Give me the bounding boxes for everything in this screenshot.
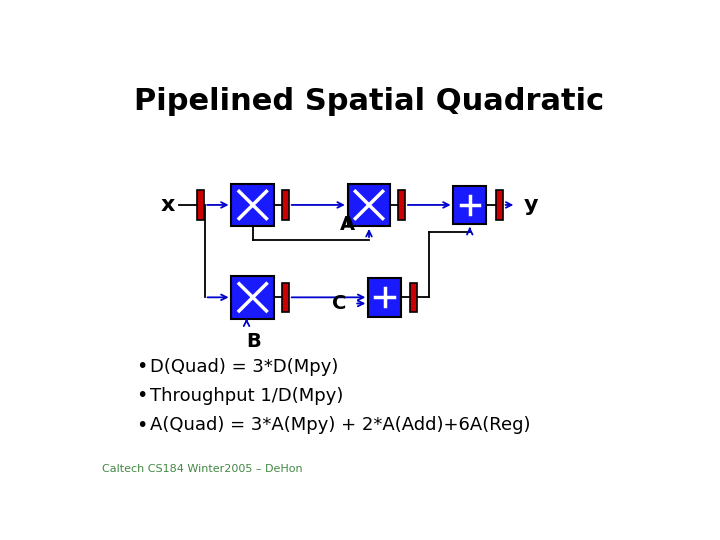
Bar <box>282 283 289 312</box>
Text: •: • <box>137 416 148 435</box>
Bar <box>454 186 486 224</box>
Text: Caltech CS184 Winter2005 – DeHon: Caltech CS184 Winter2005 – DeHon <box>102 464 302 475</box>
Text: D(Quad) = 3*D(Mpy): D(Quad) = 3*D(Mpy) <box>150 357 339 376</box>
Bar <box>398 190 405 220</box>
Text: Throughput 1/D(Mpy): Throughput 1/D(Mpy) <box>150 387 344 405</box>
Text: Pipelined Spatial Quadratic: Pipelined Spatial Quadratic <box>134 87 604 116</box>
Bar <box>495 190 503 220</box>
Bar <box>231 184 274 226</box>
Text: A: A <box>340 215 355 234</box>
Text: y: y <box>524 195 539 215</box>
Text: B: B <box>246 333 261 352</box>
Text: •: • <box>137 387 148 406</box>
Text: x: x <box>161 195 175 215</box>
Bar <box>410 283 418 312</box>
Text: C: C <box>332 294 346 313</box>
Bar <box>348 184 390 226</box>
Bar <box>282 190 289 220</box>
Bar <box>231 276 274 319</box>
Text: •: • <box>137 357 148 376</box>
Bar <box>197 190 204 220</box>
Bar <box>368 278 401 316</box>
Text: A(Quad) = 3*A(Mpy) + 2*A(Add)+6A(Reg): A(Quad) = 3*A(Mpy) + 2*A(Add)+6A(Reg) <box>150 416 531 434</box>
